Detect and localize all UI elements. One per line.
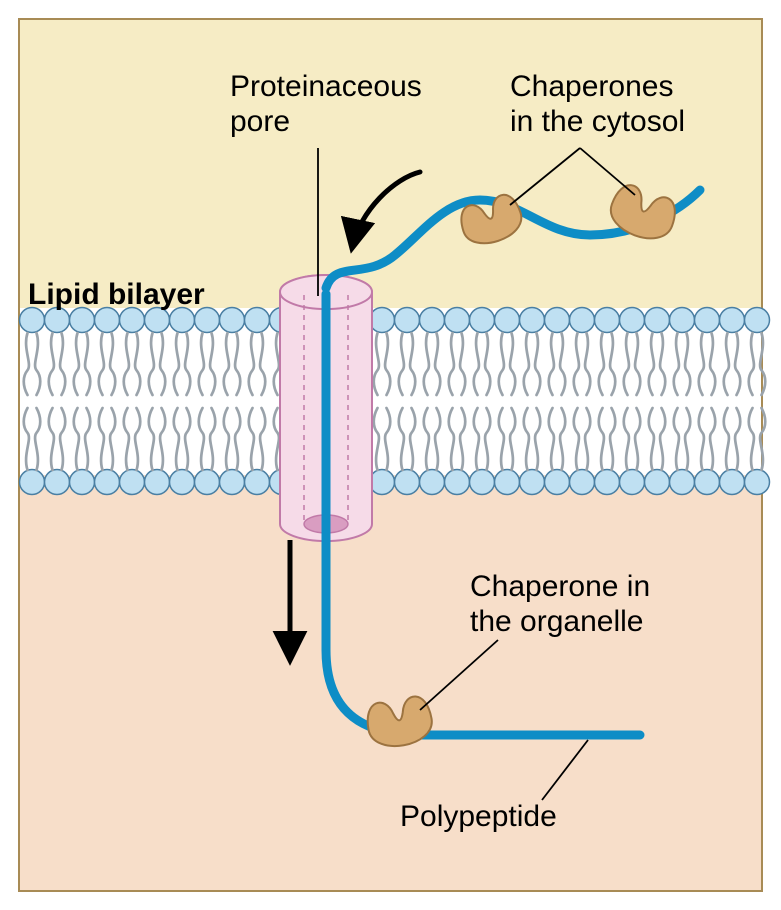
label-polypeptide: Polypeptide <box>400 800 557 835</box>
label-lipid-bilayer: Lipid bilayer <box>28 278 205 313</box>
organelle-region <box>20 475 761 890</box>
label-proteinaceous-pore: Proteinaceous pore <box>230 70 422 139</box>
label-chaperone-organelle: Chaperone in the organelle <box>470 570 650 639</box>
label-chaperones-cytosol: Chaperones in the cytosol <box>510 70 685 139</box>
